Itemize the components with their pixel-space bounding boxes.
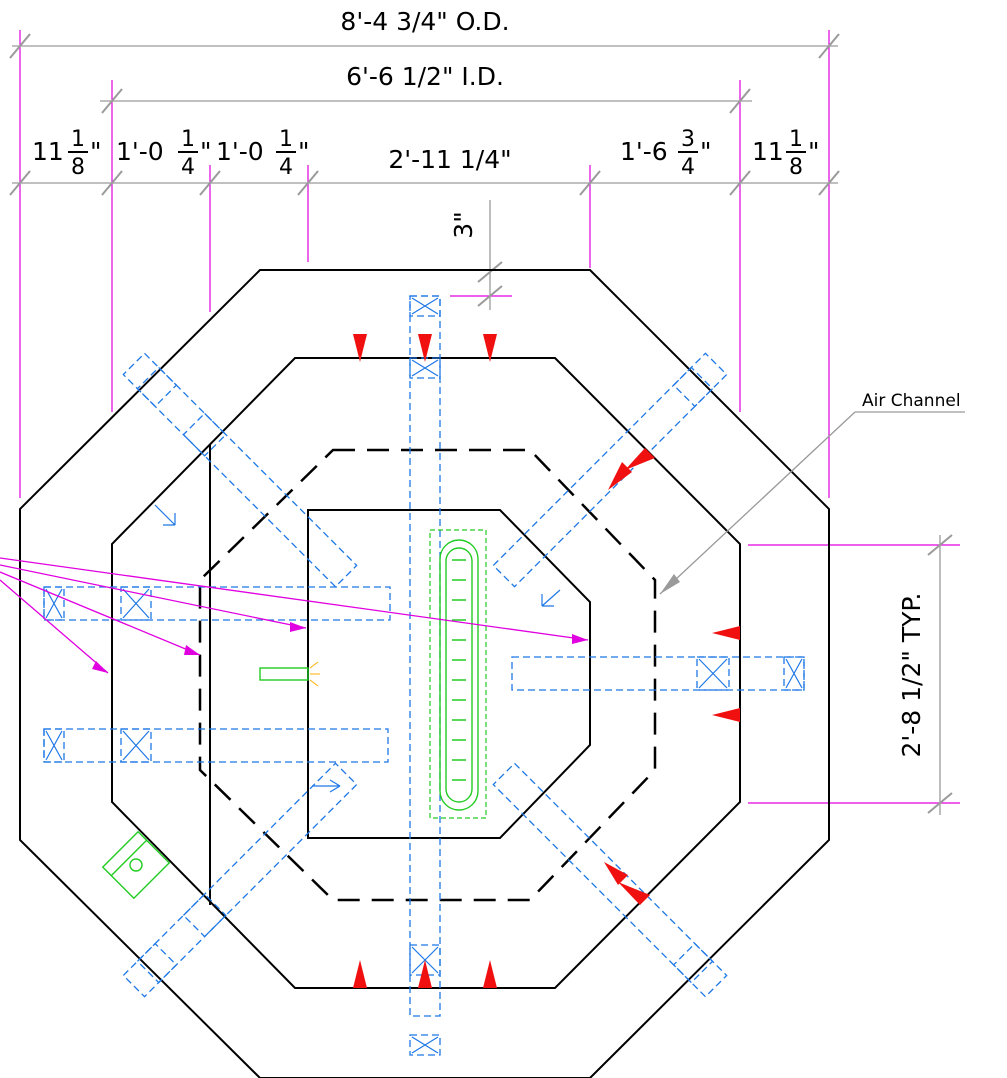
svg-text:1'-0: 1'-0 — [216, 137, 264, 166]
center-chamber — [307, 509, 591, 839]
dim-seg-1: 11 1 8 " — [32, 127, 102, 180]
extension-lines — [19, 30, 960, 804]
dim-seg-5: 1'-6 3 4 " — [620, 127, 712, 180]
air-channel-octagon — [198, 448, 657, 902]
svg-text:1: 1 — [181, 127, 195, 152]
svg-text:": " — [200, 137, 212, 166]
dim-overall-od: 8'-4 3/4" O.D. — [340, 7, 509, 36]
svg-text:8: 8 — [71, 155, 85, 180]
dimension-lines — [9, 33, 953, 815]
outer-octagon — [19, 269, 830, 1078]
svg-text:11: 11 — [32, 137, 64, 166]
dim-top-gap: 3" — [449, 211, 478, 238]
svg-text:": " — [298, 137, 310, 166]
svg-text:1'-6: 1'-6 — [620, 137, 668, 166]
svg-text:4: 4 — [681, 155, 695, 180]
inner-octagon — [111, 357, 741, 989]
svg-text:11: 11 — [752, 137, 784, 166]
svg-text:4: 4 — [279, 155, 293, 180]
dim-seg-4: 2'-11 1/4" — [388, 145, 511, 174]
svg-text:": " — [700, 137, 712, 166]
dim-side-typ: 2'-8 1/2" TYP. — [897, 592, 926, 757]
svg-text:3: 3 — [681, 127, 695, 152]
dim-seg-2: 1'-0 1 4 " — [116, 127, 212, 180]
svg-text:1: 1 — [279, 127, 293, 152]
svg-text:4: 4 — [181, 155, 195, 180]
svg-text:1'-0: 1'-0 — [116, 137, 164, 166]
dim-seg-6: 11 1 8 " — [752, 127, 820, 180]
svg-text:8: 8 — [789, 155, 803, 180]
dim-inner-id: 6'-6 1/2" I.D. — [346, 62, 504, 91]
svg-text:1: 1 — [789, 127, 803, 152]
air-channel-label: Air Channel — [862, 391, 961, 411]
svg-text:": " — [808, 137, 820, 166]
dim-seg-3: 1'-0 1 4 " — [216, 127, 310, 180]
dimension-labels: 8'-4 3/4" O.D. 6'-6 1/2" I.D. 11 1 8 " 1… — [32, 7, 926, 758]
leaders — [0, 411, 965, 674]
svg-text:1: 1 — [71, 127, 85, 152]
burner-element — [101, 529, 487, 900]
red-markers — [353, 334, 740, 988]
support-members — [43, 295, 805, 1056]
svg-text:": " — [90, 137, 102, 166]
